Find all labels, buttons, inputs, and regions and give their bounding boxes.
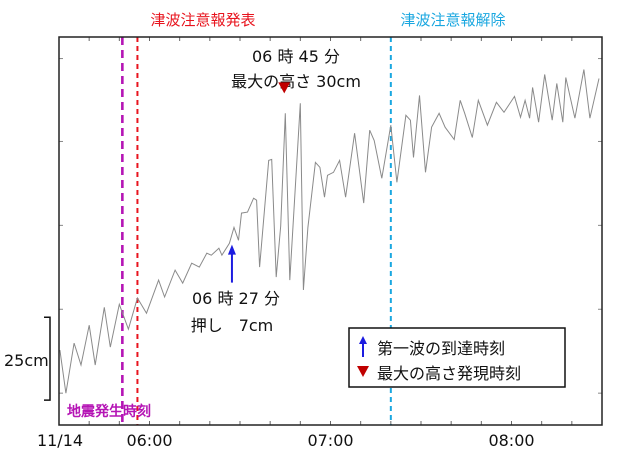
x-tick-label: 08:00 — [488, 431, 534, 450]
legend-item-first-wave: 第一波の到達時刻 — [377, 339, 505, 358]
first-desc-label: 押し 7cm — [191, 316, 274, 335]
event-lines — [121, 37, 392, 425]
scale-bar-label: 25cm — [4, 351, 49, 370]
max-desc-label: 最大の高さ 30cm — [231, 72, 361, 91]
advisory-issued-label: 津波注意報発表 — [150, 11, 255, 29]
max-time-label: 06 時 45 分 — [252, 47, 340, 66]
legend-box — [348, 327, 566, 388]
legend-arrow-head-icon — [359, 336, 367, 344]
legend-triangle-icon — [357, 366, 369, 377]
tide-series-line — [59, 69, 600, 394]
max-height-marker — [278, 82, 291, 94]
plot-frame — [58, 36, 603, 426]
x-tick-label: 07:00 — [307, 431, 353, 450]
advisory-lifted-label: 津波注意報解除 — [400, 11, 505, 29]
date-label: 11/14 — [37, 431, 83, 450]
scale-bar — [44, 316, 51, 401]
first-wave-arrow-head — [227, 244, 236, 255]
scale-bar-bracket — [44, 316, 51, 401]
x-tick-label: 06:00 — [126, 431, 172, 450]
x-tick-labels: 06:00 07:00 08:00 — [126, 431, 534, 450]
first-time-label: 06 時 27 分 — [192, 289, 280, 308]
first-wave-arrow — [227, 244, 236, 283]
legend-item-max-height: 最大の高さ発現時刻 — [377, 364, 521, 383]
legend: 第一波の到達時刻 最大の高さ発現時刻 — [348, 327, 566, 388]
earthquake-label: 地震発生時刻 — [67, 403, 151, 420]
